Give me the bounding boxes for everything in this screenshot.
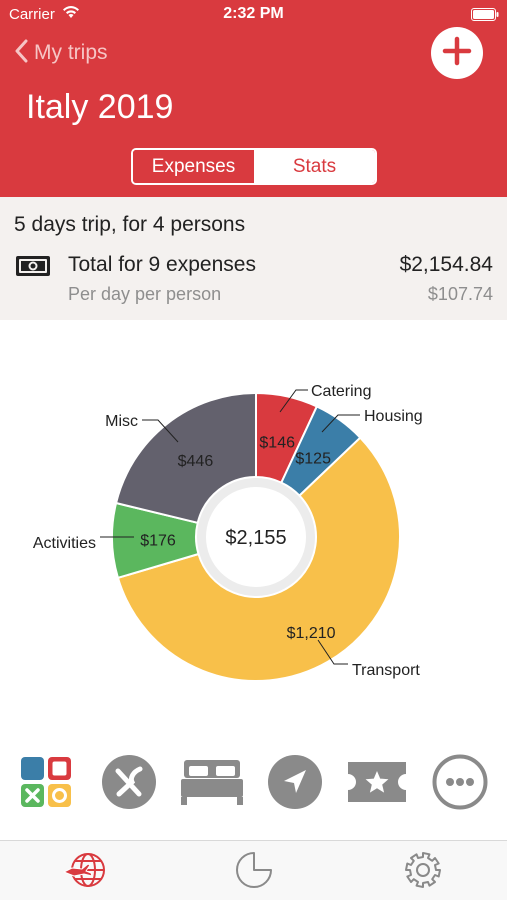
- filter-housing-button[interactable]: [179, 756, 245, 812]
- trip-description: 5 days trip, for 4 persons: [14, 213, 246, 236]
- trips-globe-icon: [62, 850, 108, 895]
- total-amount: $2,154.84: [399, 253, 493, 276]
- filter-catering-button[interactable]: [101, 754, 157, 815]
- filter-misc-button[interactable]: [432, 754, 488, 815]
- filter-all-button[interactable]: [18, 756, 74, 812]
- activities-icon: [346, 760, 408, 809]
- money-icon: [15, 253, 51, 284]
- battery-icon: [471, 8, 499, 26]
- leader-line-misc: [142, 419, 179, 443]
- status-bar: Carrier 2:32 PM: [0, 0, 507, 30]
- housing-icon: [180, 758, 244, 811]
- total-label: Total for 9 expenses: [68, 253, 256, 276]
- donut-center-total: $2,155: [225, 527, 286, 549]
- donut-value-label-housing: $125: [295, 450, 331, 467]
- page-title: Italy 2019: [26, 88, 174, 126]
- wifi-icon: [62, 5, 80, 24]
- category-label-misc: Misc: [105, 413, 138, 430]
- per-day-label: Per day per person: [68, 284, 222, 304]
- donut-svg: $146$125 $1,210 $176 $446 $2,155 Catering Hous…: [33, 383, 423, 682]
- donut-value-label-misc: $446: [178, 453, 214, 470]
- trip-summary: 5 days trip, for 4 persons Total for 9 e…: [0, 197, 507, 320]
- header: Carrier 2:32 PM My trips: [0, 0, 507, 197]
- clock: 2:32 PM: [223, 5, 284, 22]
- expense-donut-chart: $146 $125 $1,210 $176 $446 $2,155 Catering Hous…: [0, 320, 507, 740]
- donut-value-label-activities: $176: [140, 532, 176, 549]
- donut-center: [206, 487, 306, 587]
- leader-line-transport: [317, 639, 348, 665]
- plus-icon: [442, 36, 472, 71]
- per-day-amount: $107.74: [427, 284, 493, 304]
- all-categories-icon: [19, 755, 73, 814]
- category-label-activities: Activities: [33, 535, 96, 552]
- misc-icon: [432, 754, 488, 815]
- category-label-catering: Catering: [311, 383, 371, 400]
- carrier-label: Carrier: [9, 6, 55, 23]
- tab-trips[interactable]: [60, 851, 110, 893]
- back-label: My trips: [34, 41, 108, 64]
- donut-slice-misc[interactable]: [114, 391, 257, 525]
- tab-bar: [0, 840, 507, 900]
- leader-line-housing: [321, 414, 360, 433]
- category-label-transport: Transport: [352, 662, 420, 679]
- donut-value-label-catering: $146: [259, 434, 295, 451]
- stats-pie-icon: [234, 850, 274, 895]
- donut-value-label-transport: $1,210: [287, 625, 336, 642]
- add-expense-button[interactable]: [431, 27, 483, 79]
- filter-transport-button[interactable]: [267, 754, 323, 815]
- catering-icon: [101, 754, 157, 815]
- donut-slice-transport[interactable]: [116, 436, 401, 682]
- tab-settings[interactable]: [398, 851, 448, 893]
- segment-expenses[interactable]: Expenses: [133, 150, 254, 183]
- tab-stats[interactable]: [229, 851, 279, 893]
- segmented-control: Expenses Stats: [131, 148, 377, 185]
- back-button[interactable]: My trips: [14, 38, 108, 68]
- chevron-left-icon: [14, 39, 28, 68]
- transport-icon: [267, 754, 323, 815]
- settings-gear-icon: [403, 850, 443, 895]
- filter-activities-button[interactable]: [346, 756, 408, 812]
- segment-stats[interactable]: Stats: [254, 150, 375, 183]
- leader-line-catering: [279, 389, 308, 413]
- category-filter-row: [0, 754, 507, 816]
- category-label-housing: Housing: [364, 408, 423, 425]
